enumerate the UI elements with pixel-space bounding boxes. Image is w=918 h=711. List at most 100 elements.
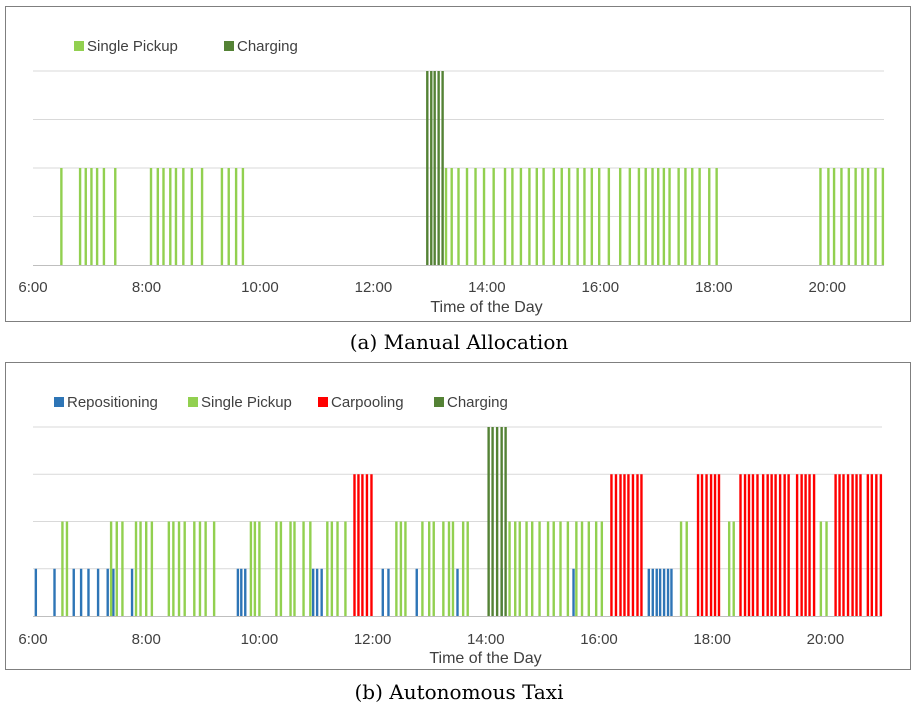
legend-label: Carpooling (331, 394, 404, 411)
bar-single-pickup (293, 521, 296, 616)
bar-single-pickup (587, 521, 591, 616)
legend-item-single-pickup: Single Pickup (74, 38, 178, 55)
caption-manual-allocation: (a) Manual Allocation (349, 330, 569, 354)
bar-single-pickup (874, 168, 877, 265)
series-repositioning (34, 568, 673, 616)
x-tick-label: 8:00 (132, 279, 161, 296)
bar-carpooling (761, 474, 765, 616)
bar-repositioning (87, 568, 90, 616)
bar-carpooling (717, 474, 721, 616)
bar-single-pickup (644, 168, 647, 265)
bar-single-pickup (61, 521, 64, 616)
bar-single-pickup (444, 168, 448, 265)
bar-single-pickup (190, 168, 194, 265)
bar-single-pickup (78, 168, 82, 265)
bar-repositioning (655, 568, 658, 616)
bar-carpooling (846, 474, 850, 616)
bar-charging (430, 71, 433, 265)
bar-carpooling (778, 474, 782, 616)
bar-repositioning (662, 568, 666, 616)
bar-single-pickup (115, 521, 118, 616)
x-tick-label: 20:00 (808, 279, 846, 296)
bar-carpooling (859, 474, 862, 616)
bar-single-pickup (169, 168, 172, 265)
bar-single-pickup (651, 168, 654, 265)
caption-autonomous-taxi: (b) Autonomous Taxi (354, 680, 564, 704)
x-tick-label: 18:00 (695, 279, 733, 296)
bar-repositioning (651, 568, 654, 616)
x-tick-label: 6:00 (18, 631, 47, 648)
bar-single-pickup (840, 168, 843, 265)
bar-carpooling (627, 474, 630, 616)
bar-carpooling (370, 474, 373, 616)
bar-carpooling (619, 474, 622, 616)
bar-repositioning (320, 568, 323, 616)
bar-single-pickup (691, 168, 694, 265)
bar-single-pickup (404, 521, 407, 616)
bar-repositioning (670, 568, 673, 616)
bar-single-pickup (657, 168, 660, 265)
bar-repositioning (311, 568, 315, 616)
x-tick-label: 12:00 (354, 631, 392, 648)
bar-single-pickup (220, 168, 224, 265)
bar-carpooling (709, 474, 713, 616)
bar-single-pickup (302, 521, 305, 616)
bar-single-pickup (421, 521, 424, 616)
series-single-pickup (61, 521, 828, 616)
bar-single-pickup (139, 521, 142, 616)
bar-single-pickup (832, 168, 836, 265)
bar-single-pickup (65, 521, 69, 616)
bar-single-pickup (447, 521, 451, 616)
bar-single-pickup (628, 168, 632, 265)
bar-repositioning (315, 568, 319, 616)
bar-single-pickup (715, 168, 718, 265)
legend-label: Single Pickup (87, 38, 178, 55)
bar-single-pickup (847, 168, 851, 265)
bar-repositioning (381, 568, 384, 616)
chart-autonomous-taxi: 6:00 8:00 10:00 12:00 14:00 16:00 18:00 20:00 Ti… (18, 394, 883, 667)
bar-single-pickup (150, 521, 154, 616)
bar-repositioning (572, 568, 575, 616)
bar-single-pickup (560, 168, 563, 265)
bar-carpooling (851, 474, 854, 616)
bar-carpooling (614, 474, 618, 616)
series-single-pickup (60, 168, 885, 265)
bar-single-pickup (531, 521, 534, 616)
bar-single-pickup (684, 168, 687, 265)
bar-single-pickup (162, 168, 165, 265)
bar-carpooling (800, 474, 803, 616)
bar-carpooling (808, 474, 811, 616)
chart-panel-autonomous-taxi: 6:00 8:00 10:00 12:00 14:00 16:00 18:00 20:00 Ti… (5, 362, 911, 670)
bar-single-pickup (253, 521, 257, 616)
bar-repositioning (244, 568, 247, 616)
bar-single-pickup (542, 168, 545, 265)
bar-single-pickup (708, 168, 711, 265)
bar-repositioning (106, 568, 109, 616)
bar-repositioning (456, 568, 459, 616)
legend-swatch (434, 397, 444, 407)
bar-single-pickup (172, 521, 175, 616)
bar-repositioning (72, 568, 75, 616)
legend-item-charging: Charging (434, 394, 508, 411)
bar-charging (441, 71, 444, 265)
x-tick-label: 10:00 (241, 279, 279, 296)
bar-carpooling (705, 474, 708, 616)
bar-single-pickup (637, 168, 641, 265)
bar-carpooling (812, 474, 816, 616)
bar-single-pickup (336, 521, 339, 616)
bar-single-pickup (177, 521, 181, 616)
bar-single-pickup (552, 168, 556, 265)
bar-carpooling (756, 474, 759, 616)
bar-carpooling (623, 474, 626, 616)
bar-repositioning (79, 568, 83, 616)
bar-carpooling (787, 474, 790, 616)
x-axis-label: Time of the Day (430, 299, 542, 316)
bar-single-pickup (60, 168, 63, 265)
bar-carpooling (610, 474, 613, 616)
bar-single-pickup (149, 168, 153, 265)
bar-single-pickup (552, 521, 555, 616)
bar-single-pickup (525, 521, 528, 616)
bar-single-pickup (258, 521, 261, 616)
bar-single-pickup (732, 521, 735, 616)
bar-single-pickup (84, 168, 87, 265)
